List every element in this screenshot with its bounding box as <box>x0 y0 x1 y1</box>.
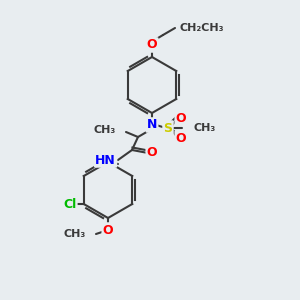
Text: CH₃: CH₃ <box>94 125 116 135</box>
Text: N: N <box>147 118 157 131</box>
Text: CH₃: CH₃ <box>194 123 216 133</box>
Text: Cl: Cl <box>63 197 76 211</box>
Text: O: O <box>176 112 186 124</box>
Text: O: O <box>147 38 157 52</box>
Text: O: O <box>103 224 113 236</box>
Text: CH₂CH₃: CH₂CH₃ <box>179 23 224 33</box>
Text: CH₃: CH₃ <box>64 229 86 239</box>
Text: S: S <box>164 122 172 134</box>
Text: O: O <box>176 131 186 145</box>
Text: HN: HN <box>95 154 116 166</box>
Text: O: O <box>147 146 157 160</box>
